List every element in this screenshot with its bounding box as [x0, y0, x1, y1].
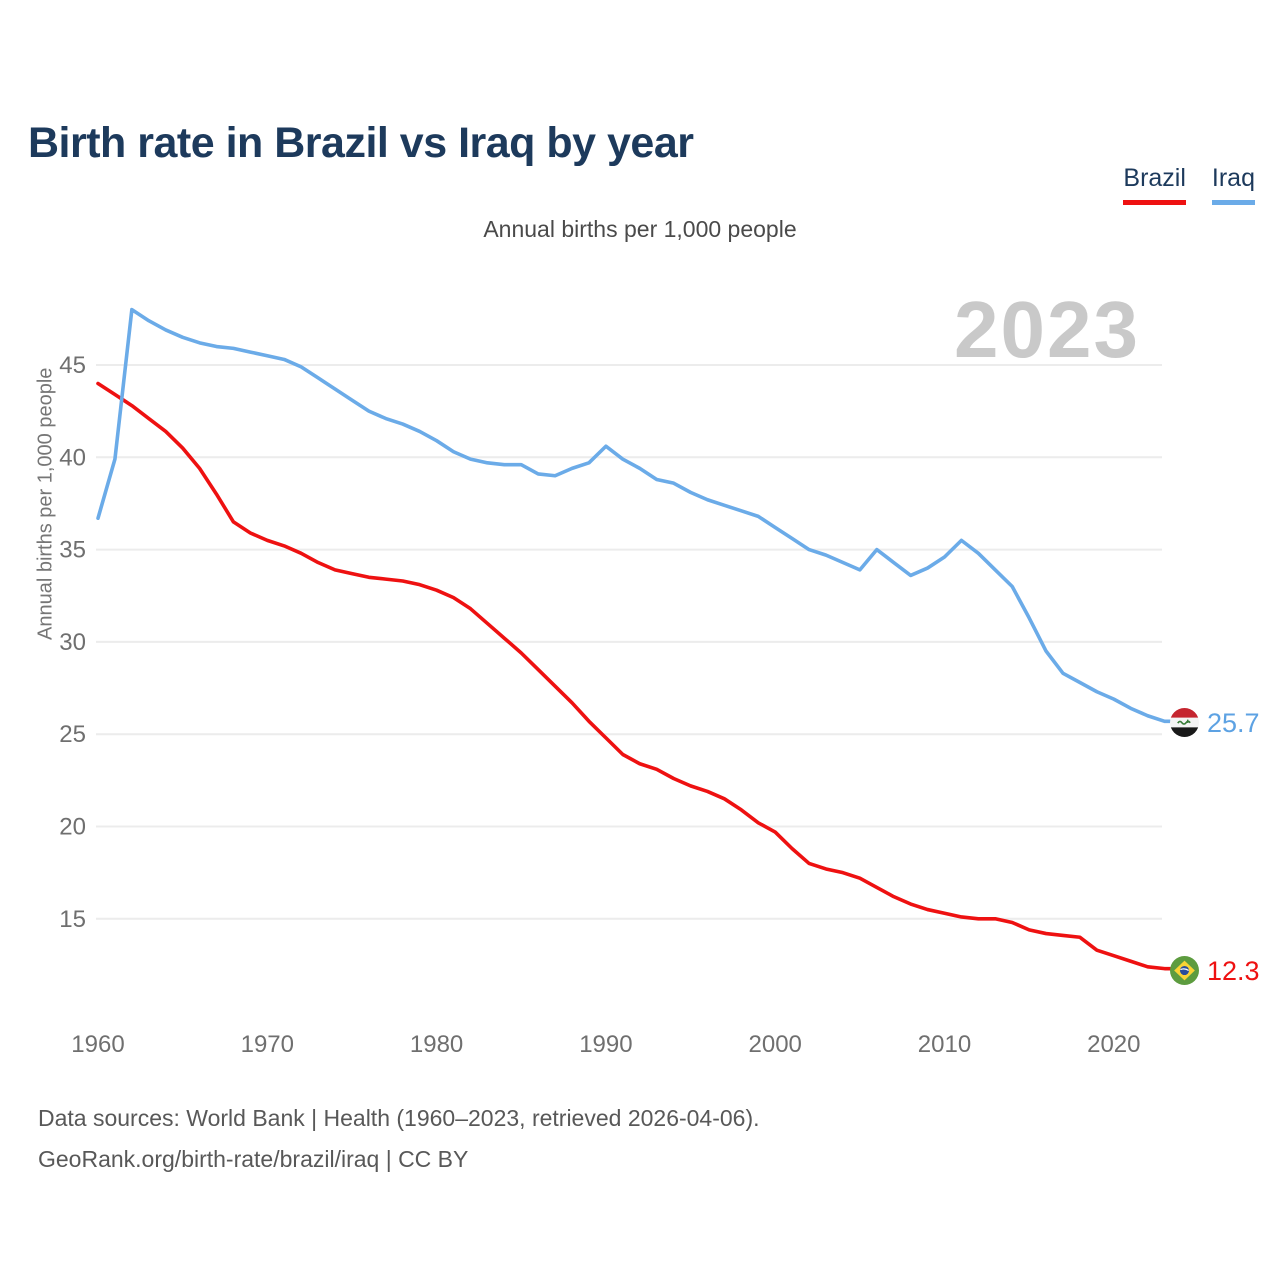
brazil-end-value: 12.3: [1207, 956, 1260, 986]
x-tick-label: 1970: [241, 1031, 294, 1058]
x-tick-label: 2010: [918, 1031, 971, 1058]
chart-subtitle: Annual births per 1,000 people: [483, 216, 797, 242]
x-tick-label: 1960: [71, 1031, 124, 1058]
page-title: Birth rate in Brazil vs Iraq by year: [28, 118, 694, 167]
x-tick-label: 1980: [410, 1031, 463, 1058]
series-line-brazil: [96, 381, 1172, 971]
x-tick-label: 2000: [749, 1031, 802, 1058]
y-tick-label: 45: [59, 352, 86, 379]
iraq-end-value: 25.7: [1207, 708, 1260, 738]
x-tick-label: 1990: [579, 1031, 632, 1058]
footer: Data sources: World Bank | Health (1960–…: [38, 1098, 760, 1180]
year-watermark: 2023: [954, 285, 1140, 374]
series-line-iraq: [96, 307, 1172, 724]
legend-item-brazil[interactable]: Brazil: [1123, 164, 1186, 205]
y-tick-label: 35: [59, 537, 86, 564]
data-sources-line: Data sources: World Bank | Health (1960–…: [38, 1105, 760, 1131]
y-tick-label: 20: [59, 814, 86, 841]
y-tick-label: 25: [59, 721, 86, 748]
y-tick-label: 40: [59, 444, 86, 471]
y-tick-label: 15: [59, 906, 86, 933]
legend: Brazil Iraq: [1123, 164, 1255, 205]
legend-item-iraq[interactable]: Iraq: [1211, 164, 1255, 205]
iraq-flag-icon: [1170, 708, 1199, 737]
attribution-line: GeoRank.org/birth-rate/brazil/iraq | CC …: [38, 1146, 469, 1172]
x-tick-label: 2020: [1087, 1031, 1140, 1058]
brazil-flag-icon: [1170, 956, 1199, 985]
y-tick-label: 30: [59, 629, 86, 656]
